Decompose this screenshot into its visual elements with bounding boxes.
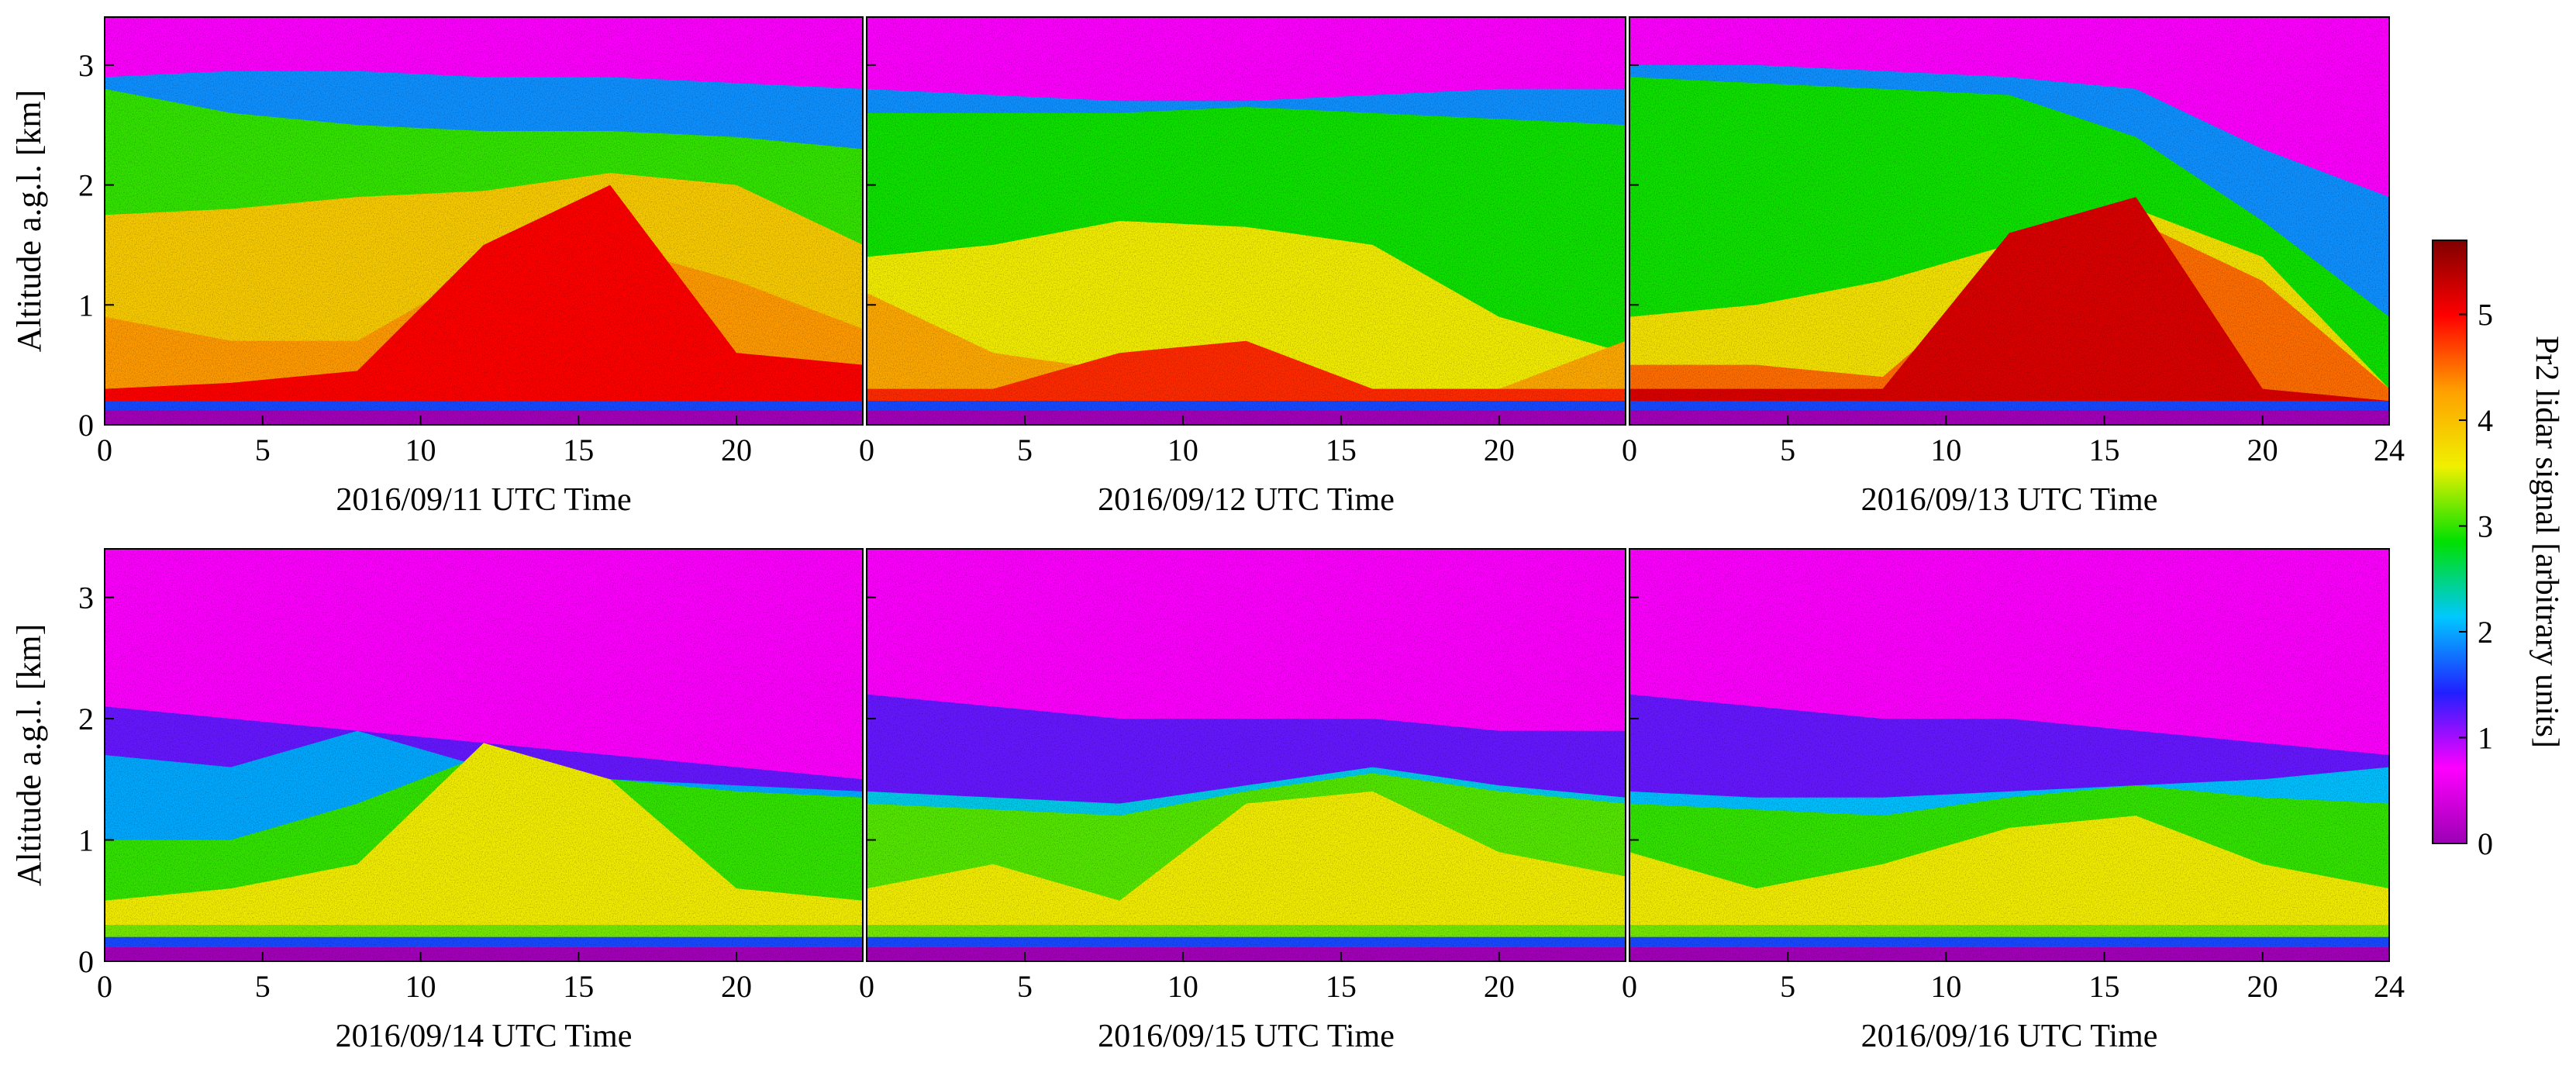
x-tick-label: 15: [2089, 969, 2120, 1004]
x-tick-label: 0: [97, 433, 112, 467]
layer-enhanced-aerosol: [105, 743, 863, 961]
y-tick-label: 1: [78, 288, 94, 322]
x-tick-label: 15: [1326, 969, 1357, 1004]
y-tick-label: 2: [78, 702, 94, 736]
x-tick-label: 5: [255, 433, 271, 467]
below-overlap: [867, 410, 1626, 425]
x-tick-label: 24: [2374, 969, 2405, 1004]
x-tick-label: 20: [2247, 433, 2278, 467]
y-axis-label: Altitude a.g.l. [km]: [10, 624, 48, 887]
panel-5: 0 5 10 15 20 2016/09/15 UTC Time: [859, 548, 1626, 1054]
x-tick-label: 5: [1780, 433, 1795, 467]
x-tick-label: 20: [1484, 969, 1515, 1004]
below-overlap: [1629, 947, 2389, 961]
x-tick-label: 15: [563, 433, 594, 467]
x-tick-label: 10: [405, 433, 436, 467]
panel-2: 0 5 10 15 20 2016/09/12 UTC Time: [859, 16, 1626, 518]
panel-date-label: 2016/09/14 UTC Time: [336, 1019, 633, 1054]
panel-date-label: 2016/09/16 UTC Time: [1861, 1019, 2158, 1054]
panel-grid: Altitude a.g.l. [km]0 5 10 15 2001232016/09/…: [10, 16, 2405, 1054]
y-tick-label: 0: [78, 944, 94, 979]
colorbar-tick-label: 3: [2478, 509, 2493, 544]
panel-frame: [104, 16, 864, 426]
panel-4: 0 5 10 15 20 0 1 2 3 2016/09/14 UTC Time: [78, 548, 864, 1054]
x-tick-label: 15: [2089, 433, 2120, 467]
lidar-field: [1629, 549, 2389, 961]
x-tick-label: 0: [97, 969, 112, 1004]
panel-date-label: 2016/09/12 UTC Time: [1098, 482, 1395, 518]
below-overlap: [867, 947, 1626, 961]
y-tick-label: 2: [78, 168, 94, 203]
x-tick-label: 0: [1622, 433, 1637, 467]
x-tick-label: 10: [405, 969, 436, 1004]
x-tick-label: 0: [859, 433, 874, 467]
y-axis-label: Altitude a.g.l. [km]: [10, 90, 48, 353]
ground-band: [105, 401, 863, 411]
colorbar-label: Pr2 lidar signal [arbitrary units]: [2529, 336, 2564, 748]
x-tick-label: 5: [255, 969, 271, 1004]
below-overlap: [1629, 410, 2389, 425]
layer-enhanced-aerosol: [1629, 816, 2389, 961]
colorbar-tick-label: 0: [2478, 826, 2493, 861]
panel-frame: [1629, 548, 2390, 962]
panel-frame: [866, 548, 1626, 962]
ground-band: [867, 401, 1626, 411]
colorbar-tick-label: 5: [2478, 298, 2493, 333]
x-tick-label: 10: [1167, 433, 1198, 467]
x-tick-label: 10: [1930, 969, 1961, 1004]
x-tick-label: 5: [1017, 969, 1033, 1004]
colorbar-tick-label: 1: [2478, 721, 2493, 756]
x-tick-label: 5: [1780, 969, 1795, 1004]
below-overlap: [105, 947, 863, 961]
layer-enhanced-aerosol: [867, 791, 1626, 961]
x-tick-label: 10: [1930, 433, 1961, 467]
lidar-field: [105, 17, 863, 425]
x-tick-label: 20: [721, 969, 752, 1004]
ground-band: [867, 936, 1626, 947]
y-tick-label: 3: [78, 48, 94, 83]
colorbar: 0 1 2 3 4 5 Pr2 lidar signal [arbitrary units]: [2432, 240, 2564, 861]
lidar-field: [105, 549, 863, 961]
x-tick-label: 10: [1167, 969, 1198, 1004]
panel-date-label: 2016/09/15 UTC Time: [1098, 1019, 1395, 1054]
x-tick-label: 20: [1484, 433, 1515, 467]
lidar-field: [867, 17, 1626, 425]
panel-date-label: 2016/09/11 UTC Time: [336, 482, 631, 518]
layer-near-ground-layer: [105, 184, 863, 425]
panel-frame: [104, 548, 864, 962]
colorbar-gradient: [2432, 240, 2467, 844]
panel-date-label: 2016/09/13 UTC Time: [1861, 482, 2158, 518]
ground-band: [1629, 936, 2389, 947]
colorbar-tick-label: 2: [2478, 615, 2493, 650]
x-tick-label: 20: [721, 433, 752, 467]
panel-1: 0 5 10 15 20 0 1 2 3 2016/09/11 UTC Time: [78, 16, 864, 518]
y-tick-label: 3: [78, 581, 94, 616]
panel-frame: [1629, 16, 2390, 426]
x-tick-label: 24: [2374, 433, 2405, 467]
panel-frame: [866, 16, 1626, 426]
row-2: Altitude a.g.l. [km] 0 5 10 15 20 0 1 2 3 2016/09/…: [10, 548, 2405, 1054]
row-1: Altitude a.g.l. [km] 0 5 10 15 20 0 1 2 3 2016/09/…: [10, 16, 2405, 518]
y-tick-label: 1: [78, 823, 94, 858]
lidar-field: [867, 549, 1626, 961]
ground-band: [1629, 401, 2389, 411]
lidar-field: [1629, 17, 2389, 425]
below-overlap: [105, 410, 863, 425]
x-tick-label: 15: [563, 969, 594, 1004]
colorbar-tick-label: 4: [2478, 403, 2493, 438]
panel-6: 0 5 10 15 20 24 2016/09/16 UTC Time: [1622, 548, 2405, 1054]
ground-band: [105, 936, 863, 947]
panel-3: 0 5 10 15 20 24 2016/09/13 UTC Time: [1622, 16, 2405, 518]
x-tick-label: 15: [1326, 433, 1357, 467]
y-tick-label: 0: [78, 408, 94, 443]
x-tick-label: 20: [2247, 969, 2278, 1004]
x-tick-label: 5: [1017, 433, 1033, 467]
x-tick-label: 0: [1622, 969, 1637, 1004]
layer-near-ground-layer: [1629, 197, 2389, 425]
x-tick-label: 0: [859, 969, 874, 1004]
